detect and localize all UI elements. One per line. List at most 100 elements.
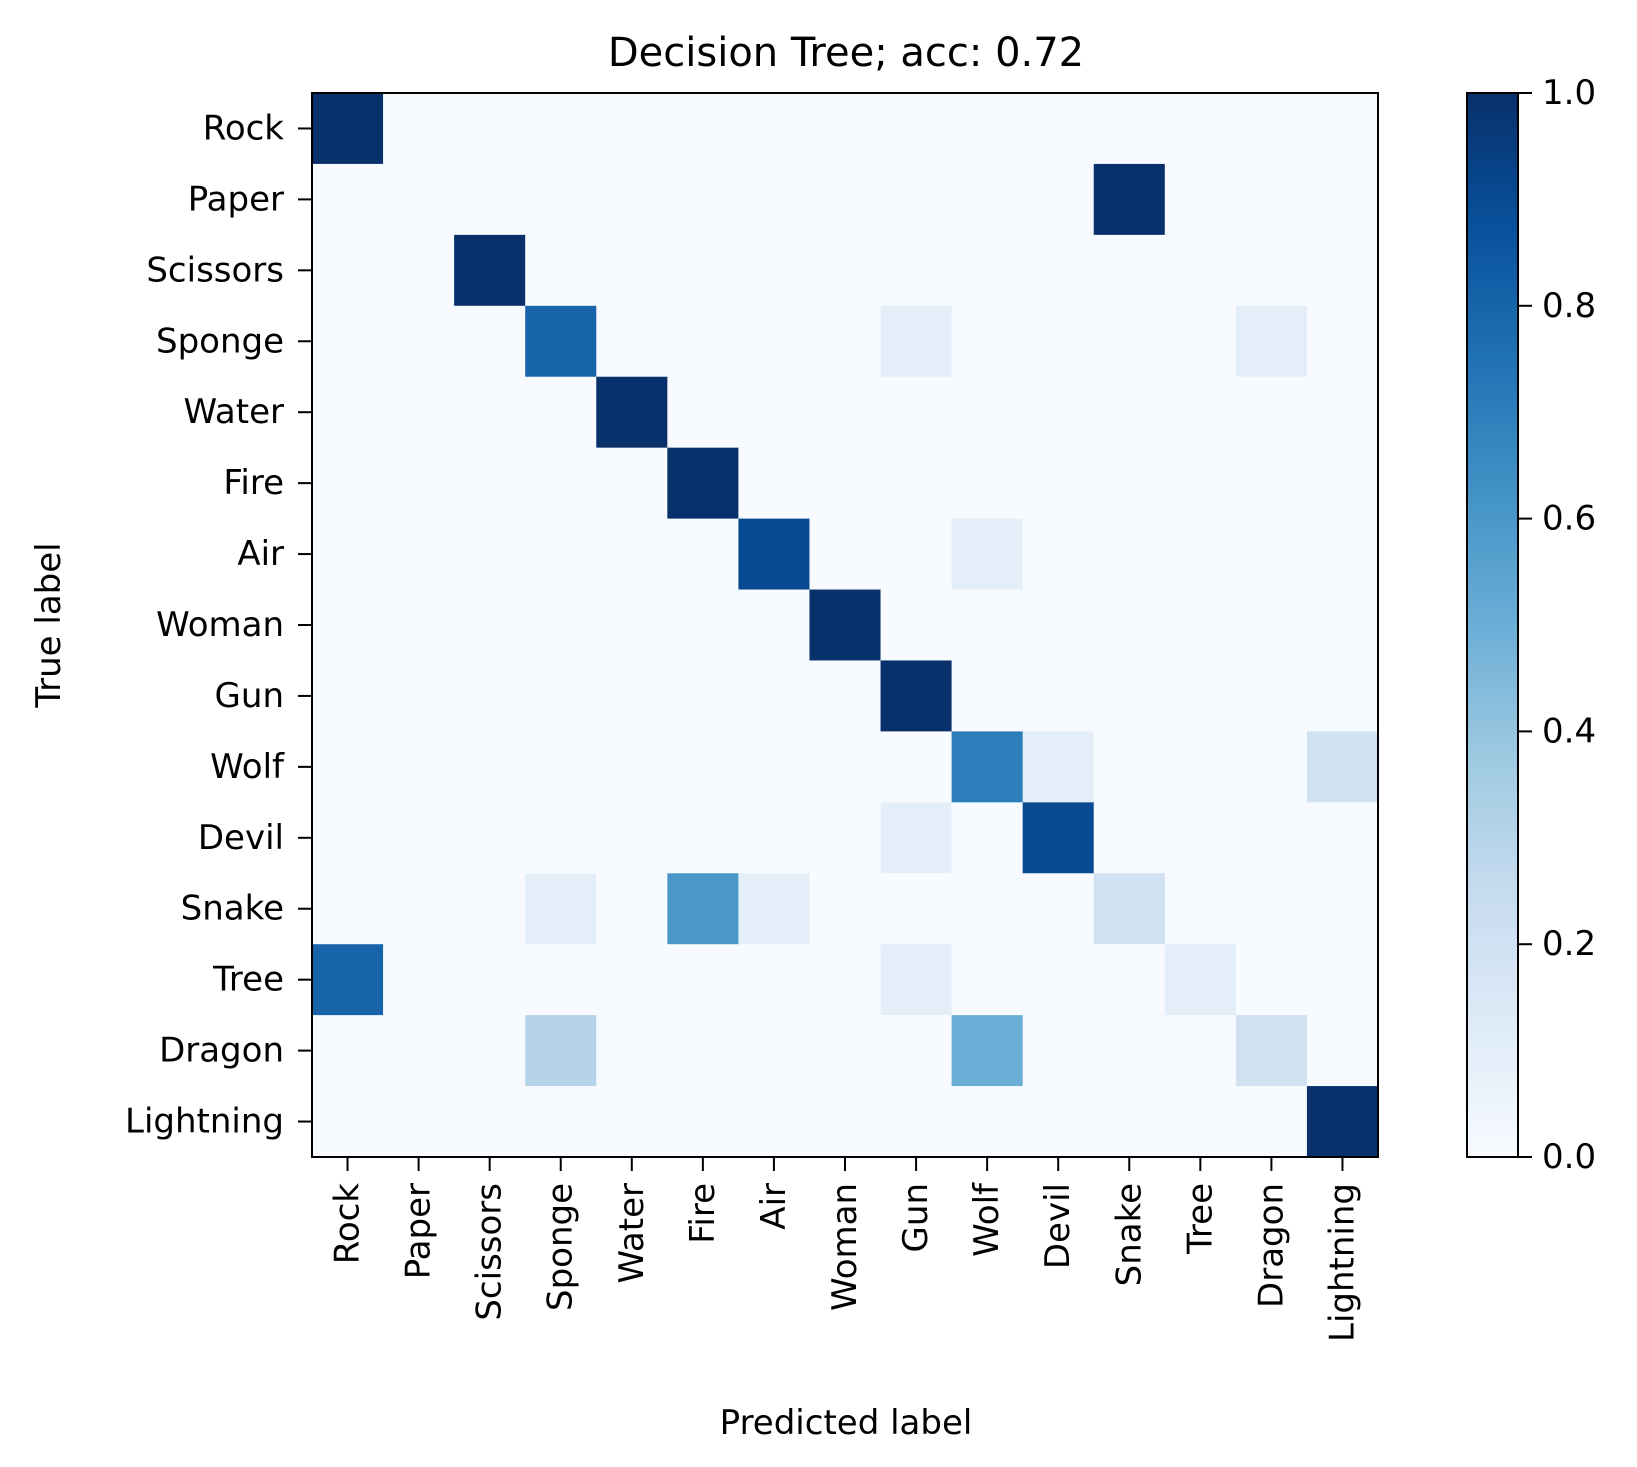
colorbar-ticks: 0.0 0.2 0.4 0.6 0.8 1.0 xyxy=(1518,73,1596,1177)
heatmap-cell xyxy=(1022,589,1095,662)
heatmap-cell xyxy=(525,660,597,732)
heatmap-cell xyxy=(738,518,811,591)
heatmap-cell xyxy=(1022,447,1095,520)
heatmap-cell xyxy=(454,731,526,803)
heatmap-cell xyxy=(525,1015,597,1087)
x-tick-label: Scissors xyxy=(470,1183,510,1321)
heatmap-cell xyxy=(1235,802,1308,874)
heatmap-cell xyxy=(1164,589,1237,662)
heatmap-cell xyxy=(312,518,384,591)
heatmap-cell xyxy=(312,802,384,874)
y-tick-label: Water xyxy=(183,392,284,432)
heatmap-cells xyxy=(312,93,1379,1158)
heatmap-cell xyxy=(809,873,882,945)
heatmap-cell xyxy=(667,589,739,662)
x-axis-label: Predicted label xyxy=(720,1403,973,1443)
heatmap-cell xyxy=(951,1015,1024,1087)
x-tick-label: Gun xyxy=(896,1183,936,1252)
heatmap-cell xyxy=(880,660,953,732)
heatmap-cell xyxy=(738,660,811,732)
y-tick-label: Lightning xyxy=(125,1102,284,1142)
heatmap-cell xyxy=(596,376,668,449)
heatmap-cell xyxy=(1235,944,1308,1016)
heatmap-cell xyxy=(951,944,1024,1016)
heatmap-cell xyxy=(667,1015,739,1087)
heatmap-cell xyxy=(1235,93,1308,165)
heatmap-cell xyxy=(667,731,739,803)
heatmap-cell xyxy=(951,518,1024,591)
heatmap-cell xyxy=(809,376,882,449)
y-axis-ticks: Rock Paper Scissors Sponge Water Fire Air Woman… xyxy=(125,108,312,1142)
heatmap-cell xyxy=(951,447,1024,520)
heatmap-cell xyxy=(1093,163,1166,236)
heatmap-cell xyxy=(454,518,526,591)
heatmap-cell xyxy=(809,731,882,803)
x-tick-label: Paper xyxy=(399,1183,439,1279)
heatmap-cell xyxy=(525,802,597,874)
heatmap-cell xyxy=(596,589,668,662)
heatmap-cell xyxy=(951,660,1024,732)
heatmap-cell xyxy=(1093,873,1166,945)
heatmap-cell xyxy=(1235,447,1308,520)
heatmap-cell xyxy=(1093,1086,1166,1158)
heatmap-cell xyxy=(951,376,1024,449)
heatmap-cell xyxy=(1022,802,1095,874)
heatmap-cell xyxy=(454,376,526,449)
heatmap-cell xyxy=(525,163,597,236)
heatmap-cell xyxy=(951,234,1024,307)
heatmap-cell xyxy=(1235,163,1308,236)
x-tick-label: Tree xyxy=(1180,1183,1220,1255)
heatmap-cell xyxy=(383,376,455,449)
heatmap-cell xyxy=(1306,944,1379,1016)
heatmap-cell xyxy=(951,93,1024,165)
heatmap-cell xyxy=(1093,376,1166,449)
heatmap-cell xyxy=(880,731,953,803)
heatmap-cell xyxy=(1235,873,1308,945)
colorbar xyxy=(1466,92,1519,1158)
heatmap-cell xyxy=(1093,660,1166,732)
heatmap-cell xyxy=(809,447,882,520)
heatmap-cell xyxy=(1022,93,1095,165)
y-tick-label: Rock xyxy=(203,108,285,148)
heatmap-cell xyxy=(1306,376,1379,449)
heatmap-cell xyxy=(1164,305,1237,378)
heatmap-cell xyxy=(525,873,597,945)
x-tick-label: Lightning xyxy=(1322,1183,1362,1342)
heatmap-cell xyxy=(1235,589,1308,662)
heatmap-cell xyxy=(596,873,668,945)
heatmap-cell xyxy=(312,944,384,1016)
heatmap-cell xyxy=(1235,1086,1308,1158)
heatmap-cell xyxy=(951,163,1024,236)
x-tick-label: Devil xyxy=(1038,1183,1078,1269)
heatmap-cell xyxy=(1306,1015,1379,1087)
heatmap-cell xyxy=(1164,873,1237,945)
heatmap-cell xyxy=(1093,518,1166,591)
heatmap-cell xyxy=(951,589,1024,662)
heatmap-cell xyxy=(454,163,526,236)
heatmap-cell xyxy=(596,1086,668,1158)
heatmap-cell xyxy=(1022,305,1095,378)
heatmap-cell xyxy=(880,163,953,236)
heatmap-cell xyxy=(667,305,739,378)
heatmap-cell xyxy=(1093,234,1166,307)
heatmap-cell xyxy=(738,93,811,165)
heatmap-cell xyxy=(383,447,455,520)
heatmap-cell xyxy=(667,873,739,945)
heatmap-cell xyxy=(596,944,668,1016)
heatmap-cell xyxy=(383,873,455,945)
heatmap-cell xyxy=(525,1086,597,1158)
heatmap-cell xyxy=(809,1086,882,1158)
heatmap-cell xyxy=(454,1086,526,1158)
heatmap-cell xyxy=(454,944,526,1016)
heatmap-cell xyxy=(596,234,668,307)
x-tick-label: Fire xyxy=(683,1183,723,1244)
heatmap-cell xyxy=(596,802,668,874)
heatmap-cell xyxy=(525,944,597,1016)
heatmap-cell xyxy=(809,163,882,236)
heatmap-cell xyxy=(880,376,953,449)
heatmap-cell xyxy=(951,1086,1024,1158)
heatmap-cell xyxy=(312,731,384,803)
heatmap-cell xyxy=(880,305,953,378)
heatmap-cell xyxy=(667,163,739,236)
y-tick-label: Fire xyxy=(223,463,284,503)
